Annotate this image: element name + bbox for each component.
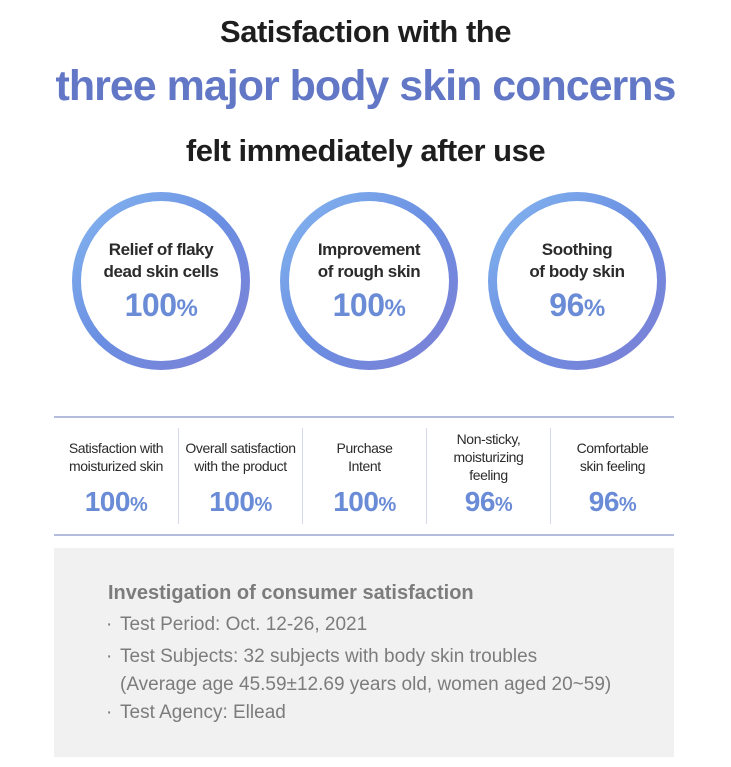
circle-label: Improvement of rough skin: [317, 239, 421, 281]
metric-value: 100%: [209, 486, 272, 517]
headline-line-3: felt immediately after use: [185, 133, 546, 168]
test-subjects-detail: (Average age 45.59±12.69 years old, wome…: [120, 674, 612, 695]
satisfaction-circles: Relief of flaky dead skin cells 100% Imp…: [0, 192, 731, 372]
metric-non-sticky: Non-sticky, moisturizing feeling 96%: [426, 428, 550, 524]
metric-label: Satisfaction with moisturized skin: [68, 440, 164, 474]
bullet-icon: ·: [106, 646, 113, 667]
metric-overall-satisfaction: Overall satisfaction with the product 10…: [178, 428, 302, 524]
metric-label: Non-sticky, moisturizing feeling: [453, 431, 524, 483]
metric-value: 96%: [588, 486, 637, 517]
circle-label: Soothing of body skin: [529, 239, 625, 281]
metric-value: 100%: [84, 486, 148, 517]
investigation-title: Investigation of consumer satisfaction: [108, 582, 474, 604]
circle-value: 100%: [332, 286, 406, 323]
circle-soothing: Soothing of body skin 96%: [488, 192, 666, 370]
metric-purchase-intent: Purchase Intent 100%: [302, 428, 426, 524]
test-agency: · Test Agency: Ellead: [106, 700, 286, 726]
circle-value: 100%: [124, 286, 198, 323]
circle-rough-skin: Improvement of rough skin 100%: [280, 192, 458, 370]
bullet-icon: ·: [106, 702, 113, 723]
metric-comfortable-skin: Comfortable skin feeling 96%: [550, 428, 674, 524]
metrics-strip: Satisfaction with moisturized skin 100% …: [54, 416, 674, 536]
metric-moisturized-skin: Satisfaction with moisturized skin 100%: [54, 428, 178, 524]
headline-line-2: three major body skin concerns: [55, 62, 677, 110]
circle-flaky-skin: Relief of flaky dead skin cells 100%: [72, 192, 250, 370]
circle-label: Relief of flaky dead skin cells: [103, 239, 219, 281]
investigation-box: Investigation of consumer satisfaction ·…: [54, 548, 674, 757]
metric-label: Purchase Intent: [336, 440, 393, 474]
metric-label: Comfortable skin feeling: [576, 440, 649, 474]
metric-value: 100%: [333, 486, 396, 517]
test-subjects: · Test Subjects: 32 subjects with body sk…: [106, 644, 537, 670]
headline-line-1: Satisfaction with the: [220, 14, 511, 49]
circle-value: 96%: [549, 286, 605, 323]
bullet-icon: ·: [106, 614, 113, 635]
test-period: · Test Period: Oct. 12-26, 2021: [106, 612, 367, 638]
metric-label: Overall satisfaction with the product: [185, 440, 296, 474]
metric-value: 96%: [464, 486, 513, 517]
